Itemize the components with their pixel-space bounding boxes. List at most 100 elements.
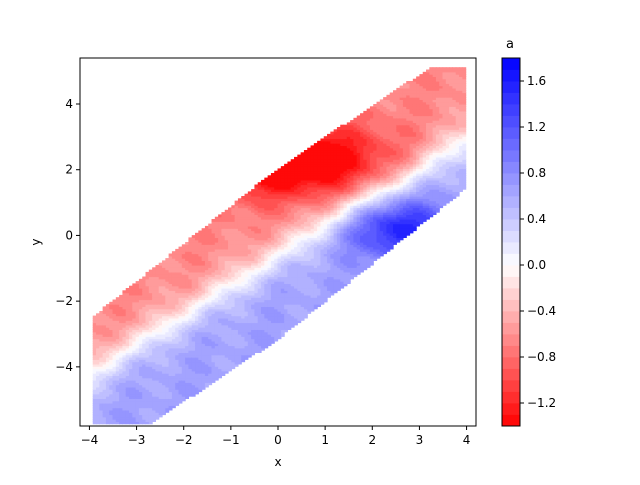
field-cell <box>109 380 114 383</box>
field-cell <box>310 182 315 186</box>
field-cell <box>231 292 236 296</box>
field-cell <box>115 311 120 314</box>
field-cell <box>188 281 193 284</box>
field-cell <box>330 278 335 282</box>
field-cell <box>251 299 256 303</box>
field-cell <box>218 366 223 370</box>
field-cell <box>228 248 232 252</box>
field-cell <box>195 306 199 310</box>
field-cell <box>162 354 166 358</box>
field-cell <box>244 331 249 335</box>
field-cell <box>155 320 160 324</box>
field-cell <box>201 354 206 358</box>
field-cell <box>297 179 302 183</box>
field-cell <box>188 253 193 257</box>
field-cell <box>221 232 226 236</box>
field-cell <box>277 221 282 225</box>
field-cell <box>148 389 153 393</box>
field-cell <box>264 336 269 340</box>
field-cell <box>198 373 203 376</box>
field-cell <box>317 281 322 284</box>
field-cell <box>221 267 226 271</box>
field-cell <box>237 214 242 218</box>
field-cell <box>165 352 170 356</box>
field-cell <box>277 274 282 278</box>
field-cell <box>297 189 302 192</box>
field-cell <box>317 262 322 266</box>
field-cell <box>105 352 110 356</box>
field-cell <box>237 352 242 356</box>
field-cell <box>270 212 275 215</box>
field-cell <box>188 258 193 261</box>
field-cell <box>109 409 114 413</box>
field-cell <box>313 173 318 176</box>
field-cell <box>208 299 213 303</box>
field-cell <box>231 359 236 363</box>
field-cell <box>313 189 318 192</box>
field-cell <box>175 281 180 284</box>
field-cell <box>142 301 147 305</box>
field-cell <box>152 407 157 411</box>
field-cell <box>204 308 209 312</box>
field-cell <box>280 175 285 179</box>
field-cell <box>303 313 308 317</box>
field-cell <box>168 322 173 326</box>
field-cell <box>303 258 308 261</box>
field-cell <box>320 184 325 188</box>
field-cell <box>270 262 275 266</box>
field-cell <box>323 221 328 225</box>
field-cell <box>228 361 232 365</box>
field-cell <box>297 251 302 255</box>
field-cell <box>231 336 236 340</box>
field-cell <box>218 290 223 294</box>
field-cell <box>234 242 239 245</box>
field-cell <box>234 299 239 303</box>
field-cell <box>201 320 206 324</box>
field-cell <box>135 375 140 379</box>
field-cell <box>211 251 216 255</box>
field-cell <box>221 235 226 238</box>
field-cell <box>300 161 305 165</box>
field-cell <box>237 205 242 209</box>
field-cell <box>178 294 183 298</box>
field-cell <box>125 324 130 328</box>
field-cell <box>96 416 100 420</box>
field-cell <box>99 359 104 363</box>
field-cell <box>195 278 199 282</box>
field-cell <box>261 320 265 324</box>
field-cell <box>142 299 147 303</box>
field-cell <box>201 357 206 360</box>
field-cell <box>165 370 170 374</box>
field-cell <box>274 292 279 296</box>
field-cell <box>115 334 120 337</box>
field-cell <box>327 228 331 232</box>
field-cell <box>307 246 312 250</box>
field-cell <box>204 384 209 388</box>
field-cell <box>129 363 133 367</box>
field-cell <box>307 308 312 312</box>
field-cell <box>254 246 259 250</box>
field-cell <box>181 292 186 296</box>
field-cell <box>191 246 196 250</box>
field-cell <box>280 269 285 273</box>
field-cell <box>254 200 259 204</box>
field-cell <box>221 265 226 268</box>
field-cell <box>257 324 262 328</box>
field-cell <box>280 168 285 172</box>
field-cell <box>122 382 127 386</box>
field-cell <box>228 368 232 372</box>
field-cell <box>175 354 180 358</box>
field-cell <box>231 278 236 282</box>
field-cell <box>162 400 166 404</box>
field-cell <box>310 191 315 195</box>
field-cell <box>303 306 308 310</box>
field-cell <box>168 260 173 264</box>
field-cell <box>270 294 275 298</box>
field-cell <box>145 412 150 416</box>
field-cell <box>178 322 183 326</box>
field-cell <box>155 380 160 383</box>
field-cell <box>290 281 295 284</box>
field-cell <box>221 216 226 220</box>
field-cell <box>218 216 223 220</box>
field-cell <box>218 352 223 356</box>
